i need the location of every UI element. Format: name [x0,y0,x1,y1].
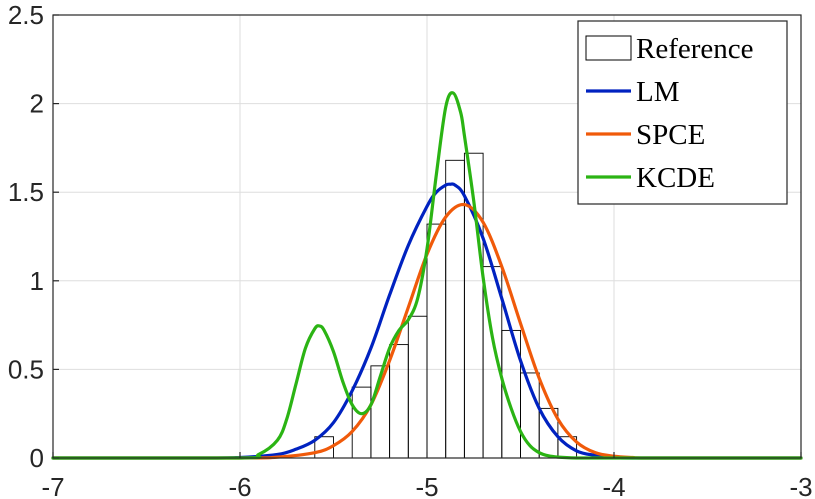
series-line-kcde [51,91,803,460]
y-tick-label: 0.5 [8,354,44,384]
legend-swatch-reference [585,35,632,61]
x-tick-label: -3 [789,472,812,499]
legend: Reference LM SPCE KCDE [577,20,788,205]
reference-histogram [314,152,578,459]
legend-label-lm: LM [636,76,680,108]
legend-box [577,20,788,205]
series-line-spce [51,202,803,460]
y-tick-label: 0 [30,443,44,473]
series-line-lm [51,182,803,460]
legend-label-spce: SPCE [636,119,705,151]
histogram-bar [426,223,447,459]
density-curves [51,91,803,460]
y-tick-label: 1.5 [8,177,44,207]
y-tick-label: 1 [30,266,44,296]
y-tick-label: 2 [30,89,44,119]
y-tick-label: 2.5 [8,0,44,30]
axis-ticks: -7 -6 -5 -4 -3 0 0.5 1 1.5 2 2.5 [8,0,813,499]
x-tick-label: -7 [41,472,64,499]
x-tick-label: -5 [415,472,438,499]
legend-label-kcde: KCDE [636,162,715,194]
histogram-bar [389,344,409,459]
legend-label-reference: Reference [636,33,754,65]
histogram-bar [407,315,428,459]
x-tick-label: -4 [602,472,625,499]
x-tick-label: -6 [228,472,251,499]
